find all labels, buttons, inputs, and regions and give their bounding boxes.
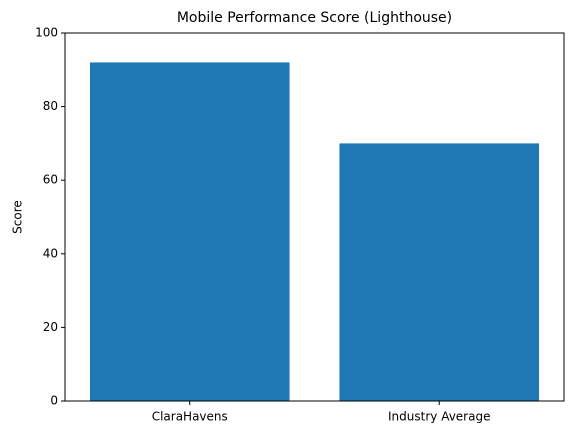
y-tick-label: 60 bbox=[43, 173, 58, 187]
x-tick-label: Industry Average bbox=[388, 410, 490, 424]
chart-title: Mobile Performance Score (Lighthouse) bbox=[177, 10, 452, 26]
y-tick-label: 40 bbox=[43, 246, 58, 260]
bar bbox=[89, 62, 290, 401]
y-tick-label: 100 bbox=[35, 26, 58, 40]
bar bbox=[339, 143, 540, 401]
y-tick-label: 0 bbox=[50, 394, 58, 408]
y-tick-label: 20 bbox=[43, 320, 58, 334]
y-tick-label: 80 bbox=[43, 99, 58, 113]
plot-frame bbox=[64, 32, 565, 402]
y-axis-label: Score bbox=[11, 200, 25, 234]
x-tick-label: ClaraHavens bbox=[152, 410, 228, 424]
